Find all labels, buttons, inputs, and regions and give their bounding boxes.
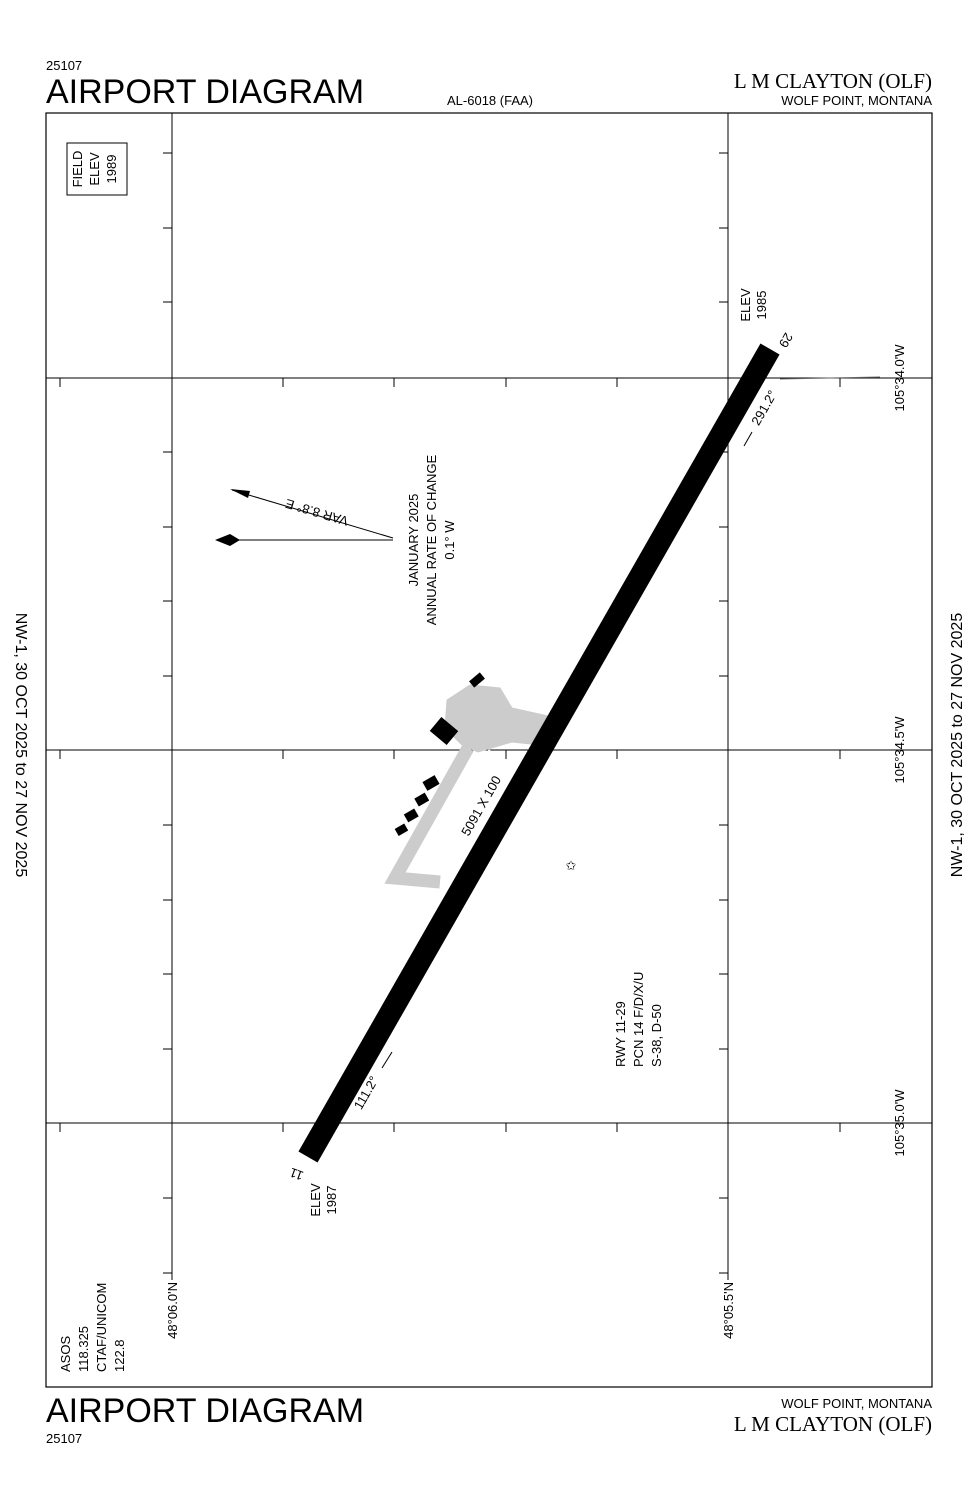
longitude: 105°34.0'W (892, 344, 907, 412)
apron-area (444, 684, 549, 753)
building (403, 808, 419, 823)
comms: CTAF/UNICOM (94, 1283, 109, 1372)
longitude: 105°34.5'W (892, 716, 907, 784)
runway (298, 343, 780, 1163)
runway-elevation: ELEV (308, 1183, 323, 1217)
comms: 122.8 (112, 1339, 127, 1372)
building (422, 775, 440, 791)
title: AIRPORT DIAGRAM (46, 73, 364, 111)
runway-number: 29 (776, 330, 796, 350)
variation-note: 0.1° W (442, 520, 457, 560)
field-elevation: 1989 (104, 155, 119, 184)
procedure-id: AL-6018 (FAA) (447, 93, 533, 108)
buildings (394, 672, 485, 836)
airport-name: L M CLAYTON (OLF) (734, 1412, 932, 1436)
leader (779, 376, 881, 380)
taxiway (384, 744, 474, 889)
magnetic-north (231, 489, 394, 539)
longitude: 105°35.0'W (892, 1089, 907, 1157)
heading-arrow (381, 1051, 393, 1069)
airport-name: L M CLAYTON (OLF) (734, 69, 932, 93)
variation-note: ANNUAL RATE OF CHANGE (424, 454, 439, 625)
building (414, 792, 430, 807)
runway-info: S-38, D-50 (649, 1004, 664, 1067)
runway-info: RWY 11-29 (613, 1001, 628, 1067)
chart-number: 25107 (46, 1431, 82, 1446)
arrow-head (230, 489, 250, 498)
beacon: ✩ (566, 858, 577, 873)
arrow-head (215, 534, 240, 546)
runway-elevation: 1985 (754, 291, 769, 320)
chart-number: 25107 (46, 58, 82, 73)
location: WOLF POINT, MONTANA (781, 93, 932, 108)
latitude: 48°06.0'N (165, 1282, 180, 1339)
field-elevation: ELEV (87, 152, 102, 186)
field-elevation: FIELD (70, 151, 85, 188)
effective-dates: NW-1, 30 OCT 2025 to 27 NOV 2025 (12, 613, 29, 878)
location: WOLF POINT, MONTANA (781, 1396, 932, 1411)
runway-number: 11 (288, 1165, 306, 1184)
taxiway-edge (423, 749, 492, 863)
building (394, 823, 409, 836)
building (429, 717, 459, 745)
effective-dates: NW-1, 30 OCT 2025 to 27 NOV 2025 (949, 613, 966, 878)
comms: ASOS (58, 1336, 73, 1372)
variation-note: JANUARY 2025 (406, 494, 421, 587)
runway-elevation: 1987 (324, 1186, 339, 1215)
title: AIRPORT DIAGRAM (46, 1392, 364, 1430)
grid (46, 113, 932, 1280)
apron (384, 684, 549, 889)
field-elev-box (66, 142, 128, 196)
latitude: 48°05.5'N (721, 1282, 736, 1339)
building (469, 672, 485, 688)
runway-elevation: ELEV (738, 288, 753, 322)
comms: 118.325 (76, 1326, 91, 1372)
runway-info: PCN 14 F/D/X/U (631, 972, 646, 1067)
variation: VAR 8.8° E (283, 496, 350, 529)
heading-arrow (743, 431, 753, 447)
